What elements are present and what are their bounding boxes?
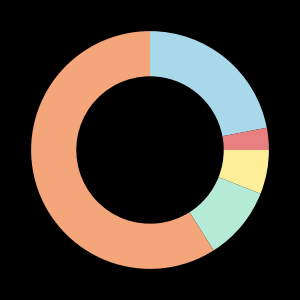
Wedge shape xyxy=(222,128,269,150)
Wedge shape xyxy=(190,177,260,250)
Wedge shape xyxy=(150,31,267,136)
Wedge shape xyxy=(31,31,214,269)
Wedge shape xyxy=(218,150,269,194)
